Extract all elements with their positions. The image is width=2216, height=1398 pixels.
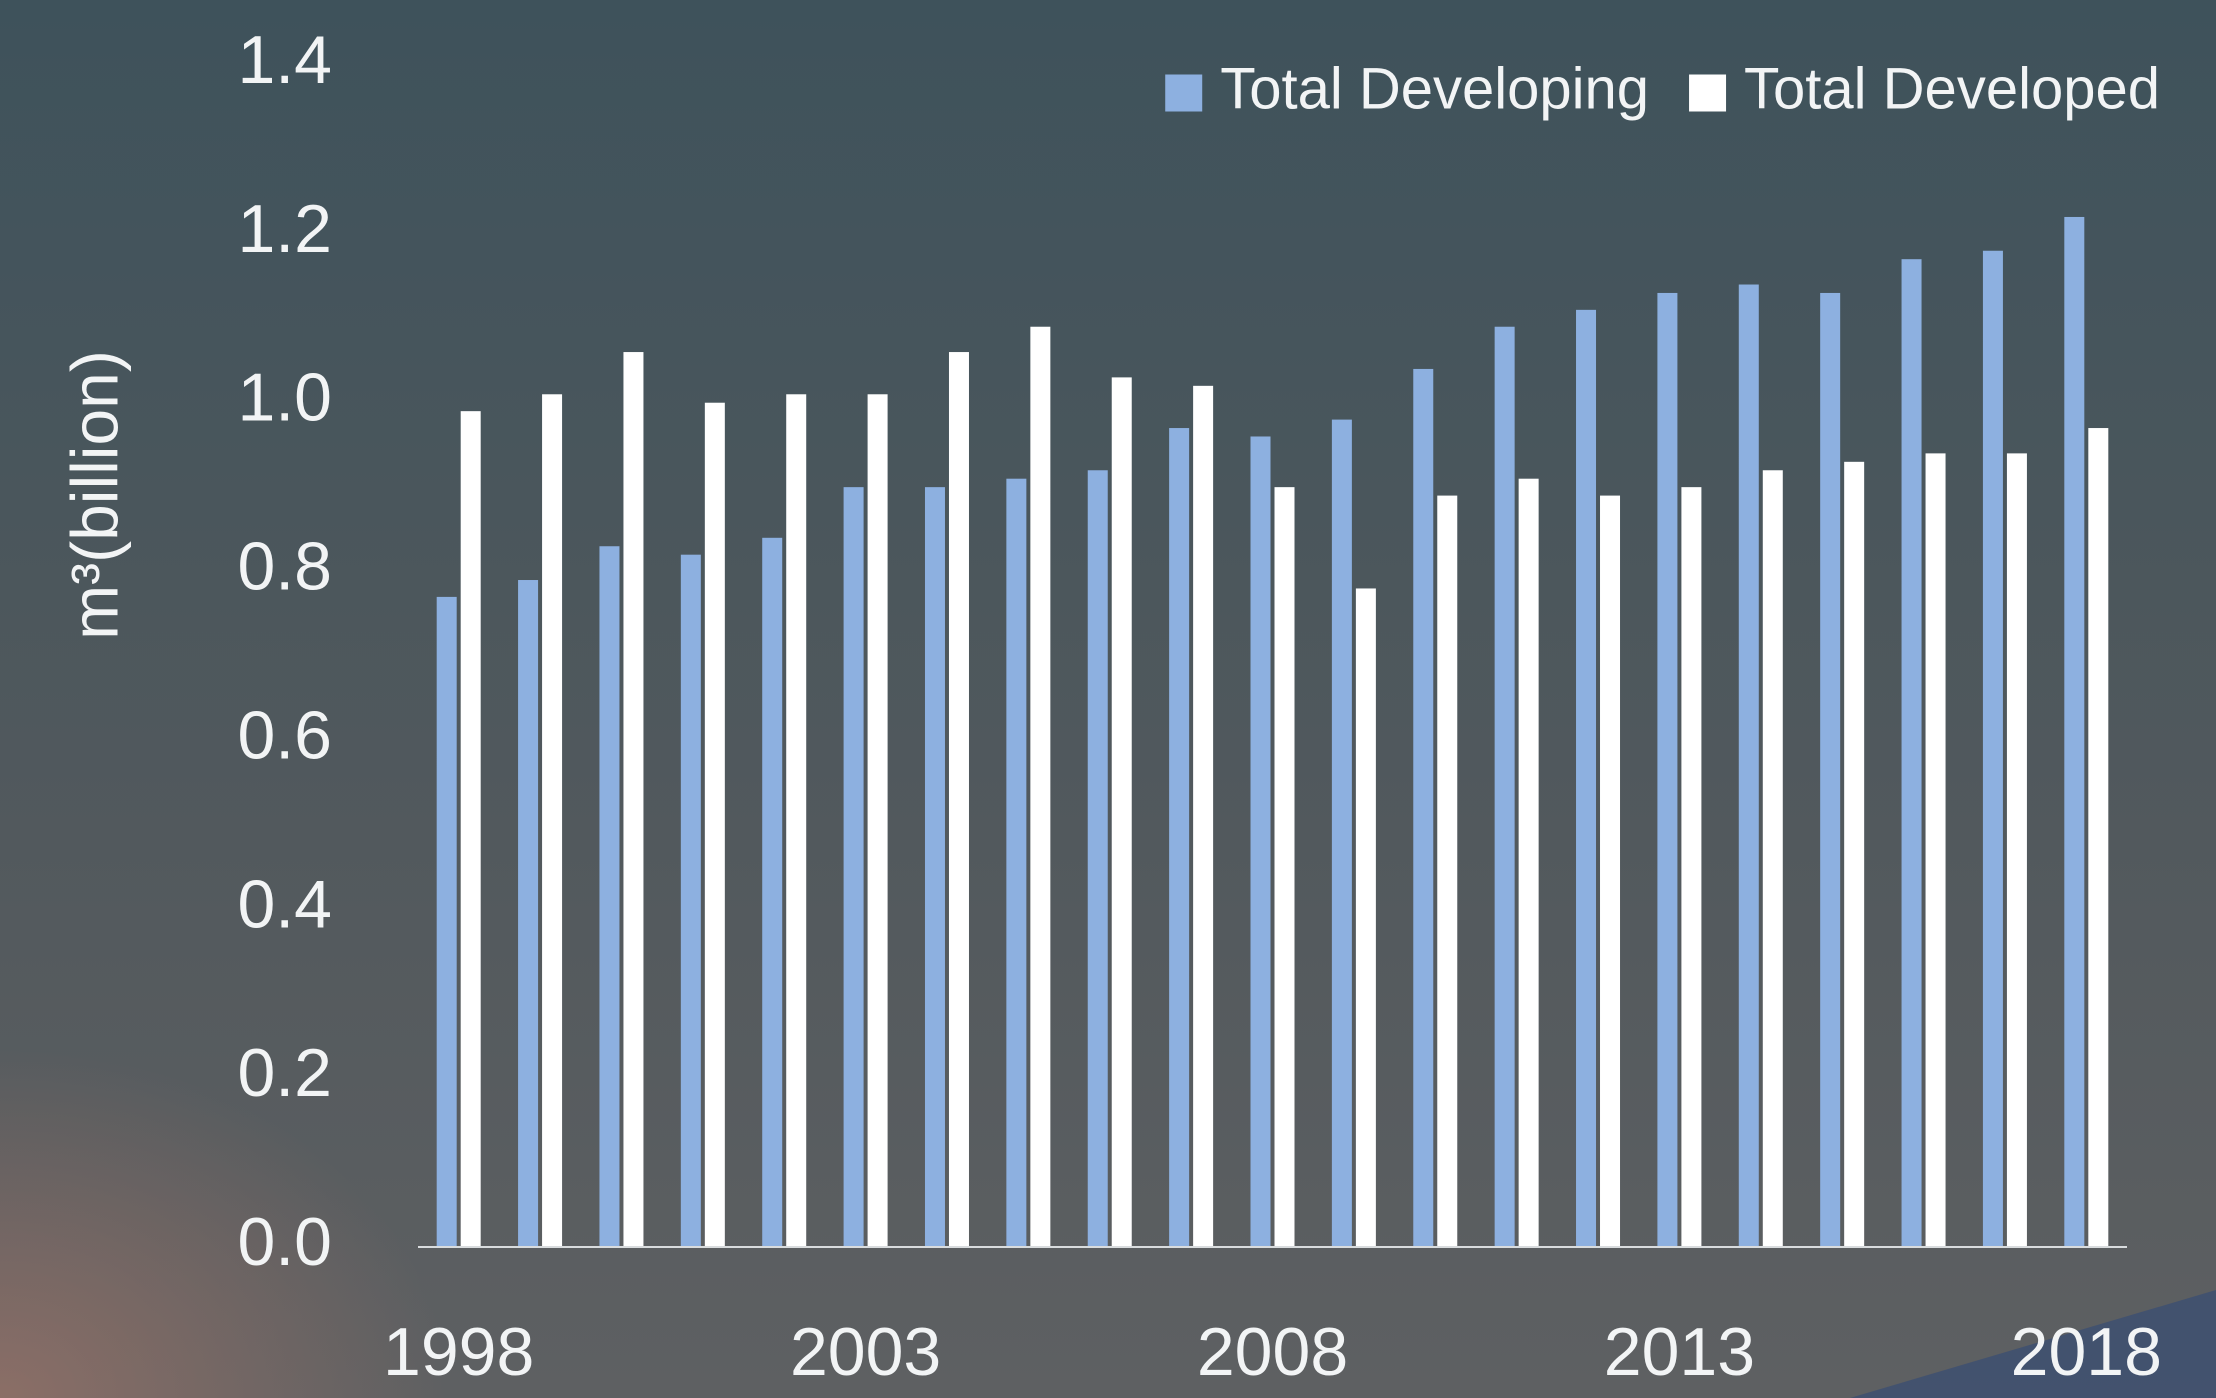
background-hill <box>1850 1290 2216 1398</box>
bar <box>599 546 620 1247</box>
y-tick-label: 0.8 <box>237 529 332 605</box>
bar <box>623 352 644 1247</box>
bar <box>1681 487 1702 1248</box>
bar <box>1087 470 1108 1247</box>
bar <box>1355 588 1376 1247</box>
bar <box>1494 326 1515 1247</box>
x-tick-label: 1998 <box>383 1314 534 1390</box>
y-tick-label: 1.4 <box>237 22 332 98</box>
bar <box>762 537 783 1247</box>
bar <box>2088 428 2109 1247</box>
bar <box>867 394 888 1247</box>
bar <box>1762 470 1783 1247</box>
bar <box>1030 326 1051 1247</box>
bar <box>1169 428 1190 1247</box>
y-tick-label: 1.2 <box>237 191 332 267</box>
bar <box>948 352 969 1247</box>
bar <box>1437 495 1458 1248</box>
bar <box>1844 461 1865 1247</box>
bar <box>843 487 864 1248</box>
bar <box>1006 478 1027 1247</box>
bar <box>436 596 457 1247</box>
bar <box>1250 436 1271 1247</box>
bar <box>518 580 539 1247</box>
bar <box>2006 453 2027 1247</box>
bar <box>1820 292 1841 1247</box>
bar <box>1518 478 1539 1247</box>
legend-label: Total Developing <box>1220 56 1649 121</box>
bar <box>1274 487 1295 1248</box>
x-tick-label: 2018 <box>2011 1314 2162 1390</box>
bar <box>786 394 807 1247</box>
bar <box>1576 309 1597 1247</box>
bar <box>704 402 725 1247</box>
bar <box>1925 453 1946 1247</box>
bar <box>1111 377 1132 1247</box>
bar <box>924 487 945 1248</box>
y-tick-label: 0.0 <box>237 1204 332 1280</box>
bar <box>1331 419 1352 1248</box>
bar <box>1600 495 1621 1248</box>
y-axis-label: m³(billion) <box>57 350 131 640</box>
bar <box>2064 216 2085 1247</box>
y-tick-label: 0.2 <box>237 1035 332 1111</box>
y-tick-label: 0.6 <box>237 697 332 773</box>
x-tick-label: 2008 <box>1197 1314 1348 1390</box>
bar <box>1901 259 1922 1248</box>
bar <box>542 394 563 1247</box>
bar <box>1982 250 2003 1247</box>
legend-swatch <box>1689 74 1727 112</box>
x-tick-label: 2003 <box>790 1314 941 1390</box>
y-tick-label: 1.0 <box>237 360 332 436</box>
bar <box>1657 292 1678 1247</box>
bar <box>460 411 481 1248</box>
x-tick-label: 2013 <box>1604 1314 1755 1390</box>
bar <box>1738 284 1759 1247</box>
legend-label: Total Developed <box>1744 56 2160 121</box>
bar <box>1193 385 1214 1247</box>
y-tick-label: 0.4 <box>237 866 332 942</box>
bar <box>1413 368 1434 1247</box>
legend-swatch <box>1165 74 1203 112</box>
bar <box>680 554 701 1247</box>
